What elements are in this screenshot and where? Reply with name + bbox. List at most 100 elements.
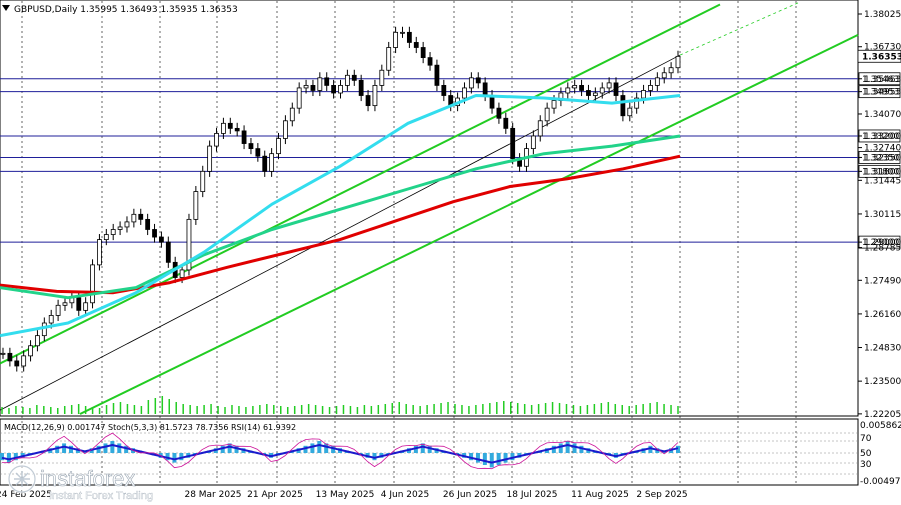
price-bar-body	[165, 241, 171, 263]
level-label: 1.35463	[862, 75, 899, 85]
macd-bar	[227, 443, 232, 453]
price-bar-body	[482, 82, 488, 96]
macd-bar	[117, 443, 122, 453]
price-bar-body	[117, 226, 123, 230]
watermark-logo	[7, 464, 37, 494]
price-bar-body	[379, 69, 385, 86]
price-bar-body	[510, 127, 516, 160]
price-bar-body	[468, 77, 474, 89]
macd-bar	[558, 443, 563, 453]
channel-lower-line	[79, 33, 859, 415]
price-bar-body	[599, 87, 605, 94]
macd-bar	[6, 453, 11, 463]
volume-bars	[1, 396, 679, 414]
price-bar-body	[289, 107, 295, 122]
ma-line	[0, 134, 681, 300]
macd-bar	[68, 445, 73, 453]
dropdown-triangle-icon[interactable]	[2, 5, 10, 11]
price-bar-body	[475, 77, 481, 84]
indicator-tick-label: 70	[860, 434, 872, 444]
x-tick-label: 13 May 2025	[316, 490, 375, 500]
price-bar-body	[110, 229, 116, 235]
price-bar-body	[103, 234, 109, 240]
watermark-brand: instaforex	[40, 466, 135, 491]
macd-bar	[234, 445, 239, 453]
price-bar-body	[648, 85, 653, 91]
y-tick-label: 1.32740	[864, 144, 901, 154]
y-tick-label: 1.34070	[864, 110, 901, 120]
price-bar-body	[193, 191, 199, 220]
y-tick-label: 1.28785	[864, 244, 901, 254]
macd-bar	[13, 453, 18, 461]
macd-bar	[648, 445, 653, 453]
macd-bar	[420, 443, 425, 453]
regression-line	[0, 54, 681, 411]
price-bar-body	[14, 360, 20, 367]
price-bar-body	[462, 87, 467, 99]
y-tick-label: 1.24830	[864, 344, 901, 354]
price-bar-body	[634, 97, 640, 109]
price-bar-body	[62, 302, 68, 306]
macd-bar	[303, 445, 308, 453]
stoch-line	[1, 432, 679, 470]
macd-bar	[179, 453, 184, 461]
price-bar-body	[317, 77, 323, 91]
trend-channels	[0, 1, 859, 415]
indicator-tick-label: 0.005862	[860, 421, 901, 431]
price-bar-body	[675, 55, 681, 69]
ma-line	[0, 94, 681, 338]
macd-bar	[317, 441, 322, 453]
macd-bar	[62, 443, 67, 453]
y-tick-label: 1.23500	[864, 377, 901, 387]
y-tick-label: 1.27490	[864, 276, 901, 286]
macd-bar	[676, 445, 680, 453]
price-bar-body	[227, 122, 233, 129]
x-tick-label: 4 Jun 2025	[381, 490, 429, 500]
price-bar-body	[613, 82, 619, 96]
macd-signal-line	[1, 443, 679, 464]
price-bar-body	[76, 297, 82, 311]
price-bar-body	[544, 107, 550, 122]
y-tick-label: 1.26160	[864, 310, 901, 320]
y-tick-label: 1.32350	[864, 153, 901, 163]
price-bar-body	[372, 85, 378, 107]
price-bar-body	[207, 145, 213, 172]
price-bar-body	[351, 74, 357, 81]
price-bar-body	[579, 85, 584, 91]
price-bar-body	[668, 67, 674, 74]
level-label: 1.31800	[862, 167, 899, 177]
price-bar-body	[241, 130, 247, 144]
price-bar-body	[90, 264, 95, 304]
macd-bar	[103, 443, 108, 453]
macd-bar	[0, 453, 4, 461]
macd-bar	[413, 445, 418, 453]
price-bar-body	[262, 155, 268, 172]
price-bar-body	[338, 85, 343, 94]
price-bar-body	[83, 302, 89, 311]
x-tick-label: 26 Jun 2025	[443, 490, 497, 500]
macd-bar	[110, 441, 115, 453]
y-tick-label: 1.35463	[864, 75, 901, 85]
macd-bar	[55, 445, 60, 453]
price-bar-body	[255, 148, 261, 157]
price-bar-body	[434, 64, 440, 86]
indicator-info: MACD(12,26,9) 0.001747 Stoch(5,3,3) 81.5…	[4, 423, 296, 432]
price-bar-body	[138, 213, 144, 220]
price-bar-body	[97, 239, 102, 266]
price-bar-body	[179, 269, 185, 278]
level-label: 1.29000	[862, 238, 899, 248]
price-bar-body	[592, 92, 598, 96]
price-bar-body	[641, 90, 646, 99]
x-axis: 24 Feb 2025 28 Mar 2025 21 Apr 2025 13 May …	[0, 490, 688, 500]
price-bar-body	[214, 133, 219, 147]
indicator-tick-label: 30	[860, 460, 872, 470]
macd-bar	[510, 453, 515, 461]
price-bar-body	[303, 85, 309, 89]
price-bar-body	[131, 213, 137, 223]
macd-bar	[475, 453, 480, 463]
price-bars	[0, 26, 681, 372]
grid	[21, 1, 797, 485]
price-bar-body	[654, 77, 660, 86]
price-bar-body	[344, 74, 350, 86]
